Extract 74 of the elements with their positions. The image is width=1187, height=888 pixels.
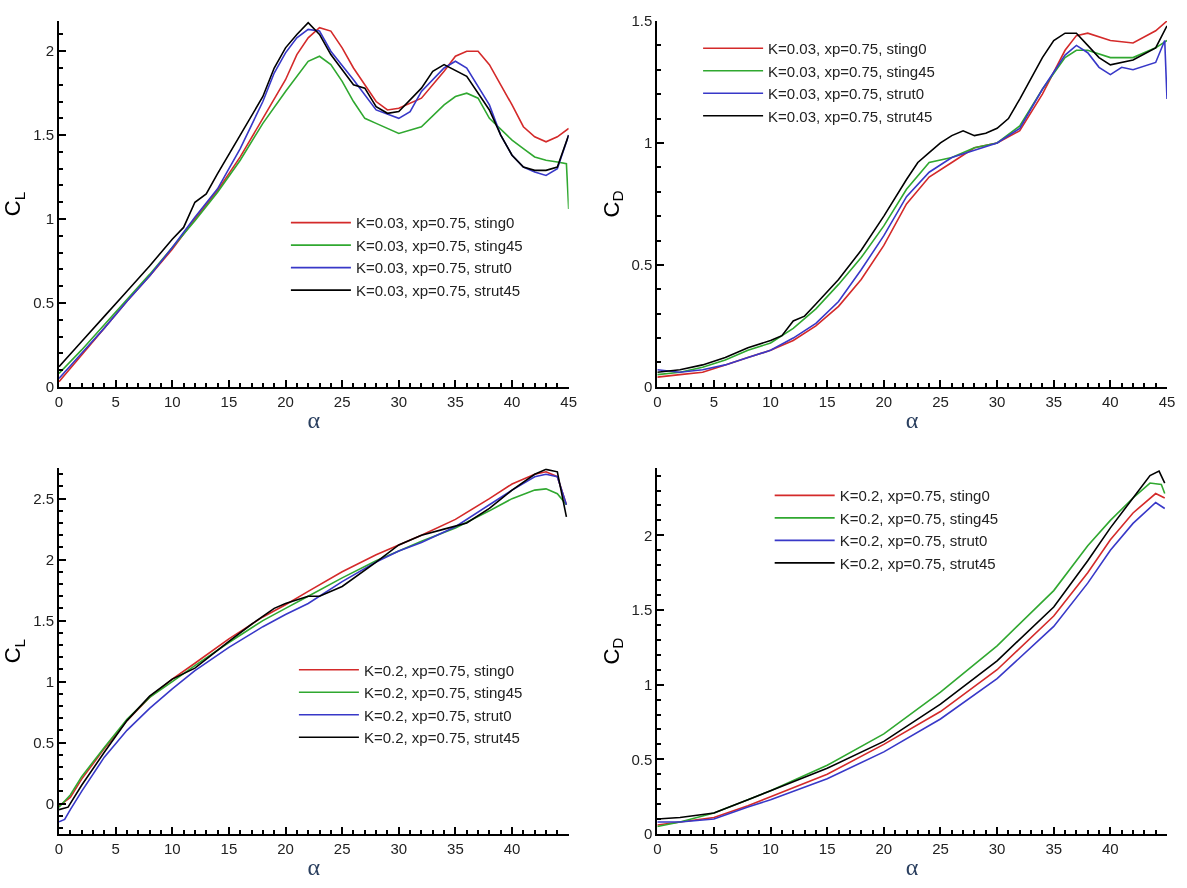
y-tick-label: 0.5	[631, 256, 653, 274]
legend-label: K=0.03, xp=0.75, sting45	[355, 236, 523, 254]
y-tick-label: 2.5	[33, 489, 54, 507]
legend-label: K=0.2, xp=0.75, sting45	[363, 684, 523, 702]
x-tick-label: 25	[333, 840, 351, 857]
x-tick-label: 20	[277, 392, 294, 410]
x-tick-label: 10	[762, 840, 779, 857]
x-tick-label: 30	[988, 840, 1006, 857]
x-tick-label: 10	[762, 392, 779, 410]
legend-label: K=0.03, xp=0.75, sting0	[768, 40, 927, 58]
x-tick-label: 35	[447, 840, 464, 857]
x-tick-label: 35	[1045, 840, 1063, 857]
y-tick-label: 0	[45, 794, 54, 812]
y-tick-label: 0.5	[33, 733, 54, 751]
y-tick-label: 0	[643, 825, 653, 843]
x-tick-label: 10	[163, 840, 181, 857]
y-tick-label: 2	[45, 550, 54, 568]
y-tick-label: 1.5	[33, 611, 54, 629]
legend-label: K=0.2, xp=0.75, strut0	[363, 706, 512, 724]
x-tick-label: 40	[503, 392, 521, 410]
x-tick-label: 30	[390, 840, 408, 857]
x-tick-label: 20	[277, 840, 294, 857]
x-axis-title: α	[905, 406, 919, 433]
x-tick-label: 5	[111, 392, 120, 410]
legend-label: K=0.03, xp=0.75, strut0	[768, 85, 925, 103]
y-tick-label: 0.5	[631, 750, 653, 768]
y-tick-label: 1	[643, 134, 653, 152]
legend-label: K=0.03, xp=0.75, strut45	[768, 107, 933, 125]
legend-label: K=0.03, xp=0.75, sting0	[355, 214, 515, 232]
x-tick-label: 40	[1102, 840, 1119, 857]
legend-label: K=0.2, xp=0.75, strut45	[839, 554, 996, 572]
x-tick-label: 40	[503, 840, 521, 857]
x-tick-label: 15	[220, 392, 238, 410]
legend-label: K=0.2, xp=0.75, sting45	[839, 509, 999, 527]
x-tick-label: 15	[818, 392, 836, 410]
x-tick-label: 10	[163, 392, 181, 410]
x-tick-label: 20	[875, 392, 893, 410]
legend-label: K=0.03, xp=0.75, strut0	[355, 259, 512, 277]
y-tick-label: 2	[643, 526, 653, 544]
x-tick-label: 15	[818, 840, 836, 857]
x-tick-label: 30	[988, 392, 1006, 410]
x-axis-title: α	[307, 853, 321, 880]
x-tick-label: 45	[560, 392, 578, 410]
legend-label: K=0.03, xp=0.75, strut45	[355, 281, 521, 299]
y-tick-label: 1.5	[631, 601, 653, 619]
legend-label: K=0.03, xp=0.75, sting45	[768, 62, 935, 80]
x-tick-label: 25	[333, 392, 351, 410]
y-tick-label: 0	[643, 378, 653, 396]
y-tick-label: 0	[45, 378, 54, 396]
x-tick-label: 45	[1158, 392, 1176, 410]
y-tick-label: 2	[45, 42, 54, 60]
x-tick-label: 30	[390, 392, 408, 410]
x-tick-label: 5	[709, 840, 719, 857]
legend-label: K=0.2, xp=0.75, sting0	[839, 487, 990, 505]
legend-label: K=0.2, xp=0.75, strut45	[363, 729, 520, 747]
x-tick-label: 5	[111, 840, 120, 857]
y-tick-label: 1.5	[33, 126, 54, 144]
y-tick-label: 1	[45, 210, 54, 228]
x-tick-label: 35	[447, 392, 464, 410]
y-tick-label: 1.5	[631, 12, 653, 30]
legend-label: K=0.2, xp=0.75, strut0	[839, 532, 988, 550]
x-tick-label: 25	[932, 840, 949, 857]
x-axis-title: α	[307, 406, 321, 433]
x-tick-label: 5	[709, 392, 719, 410]
y-tick-label: 1	[643, 675, 653, 693]
y-tick-label: 0.5	[33, 294, 54, 312]
y-tick-label: 1	[45, 672, 54, 690]
legend-label: K=0.2, xp=0.75, sting0	[363, 661, 515, 679]
x-tick-label: 15	[220, 840, 238, 857]
x-tick-label: 25	[932, 392, 949, 410]
x-tick-label: 40	[1102, 392, 1119, 410]
x-tick-label: 20	[875, 840, 893, 857]
x-axis-title: α	[905, 853, 919, 880]
x-tick-label: 35	[1045, 392, 1063, 410]
